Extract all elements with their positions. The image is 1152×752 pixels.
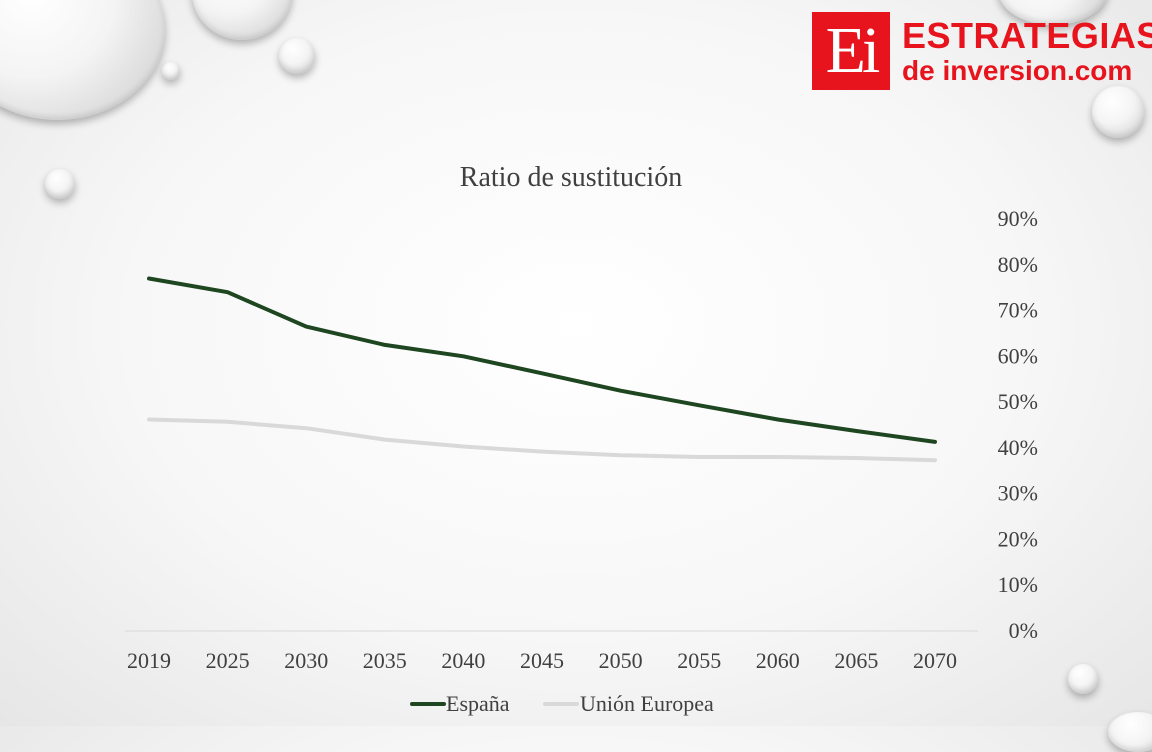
series-line-union-europea xyxy=(147,417,937,463)
series-line-espana xyxy=(147,276,937,444)
y-tick-label: 20% xyxy=(998,526,1038,551)
chart-title: Ratio de sustitución xyxy=(460,162,682,193)
x-tick-label: 2065 xyxy=(834,648,878,673)
series-lines xyxy=(147,276,937,463)
decorative-droplet xyxy=(45,169,75,199)
logo-mark: Ei xyxy=(812,12,890,90)
y-tick-label: 30% xyxy=(998,481,1038,506)
y-tick-label: 90% xyxy=(998,206,1038,231)
y-tick-label: 0% xyxy=(1009,618,1038,643)
decorative-droplet xyxy=(279,38,315,74)
x-tick-label: 2060 xyxy=(756,648,800,673)
x-tick-label: 2040 xyxy=(441,648,485,673)
legend: España Unión Europea xyxy=(410,691,714,716)
y-tick-label: 40% xyxy=(998,435,1038,460)
x-tick-label: 2019 xyxy=(127,648,171,673)
decorative-droplet xyxy=(1092,86,1144,138)
x-tick-label: 2035 xyxy=(363,648,407,673)
logo-line-1: ESTRATEGIAS xyxy=(902,15,1152,56)
x-tick-label: 2050 xyxy=(599,648,643,673)
decorative-droplet xyxy=(162,62,180,80)
x-tick-label: 2025 xyxy=(206,648,250,673)
y-tick-label: 60% xyxy=(998,343,1038,368)
y-tick-label: 70% xyxy=(998,298,1038,323)
legend-label: Unión Europea xyxy=(580,691,714,716)
x-axis: 2019 2025 2030 2035 2040 2045 2050 2055 2060 2065… xyxy=(127,648,957,673)
x-tick-label: 2055 xyxy=(677,648,721,673)
x-tick-label: 2070 xyxy=(913,648,957,673)
y-tick-label: 50% xyxy=(998,389,1038,414)
decorative-droplet xyxy=(1068,664,1098,694)
y-axis: 0% 10% 20% 30% 40% 50% 60% 70% 80% 90% xyxy=(998,206,1038,643)
y-tick-label: 80% xyxy=(998,252,1038,277)
logo-line-2: de inversion.com xyxy=(902,55,1133,86)
replacement-ratio-chart: Ratio de sustitución 0% 10% 20% 30% 40% 50% 60… xyxy=(125,162,1038,716)
legend-label: España xyxy=(446,691,510,716)
x-tick-label: 2045 xyxy=(520,648,564,673)
y-tick-label: 10% xyxy=(998,572,1038,597)
x-tick-label: 2030 xyxy=(284,648,328,673)
